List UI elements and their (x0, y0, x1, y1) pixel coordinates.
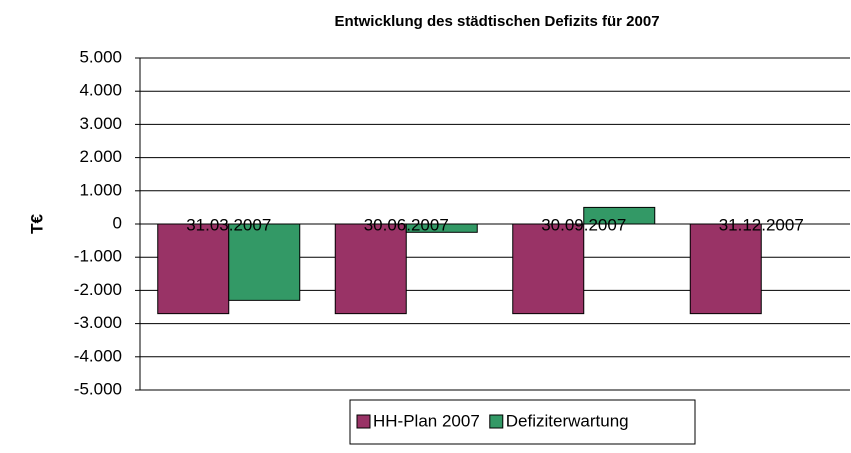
bar (157, 223, 230, 315)
legend-label: Defiziterwartung (506, 411, 629, 430)
bar (405, 223, 478, 233)
y-tick-label: -2.000 (74, 280, 122, 299)
y-tick-label: 4.000 (79, 81, 122, 100)
legend-swatch (489, 414, 504, 429)
x-tick-label: 31.12.2007 (719, 215, 804, 234)
chart-title: Entwicklung des städtischen Defizits für… (334, 13, 659, 30)
y-tick-label: -5.000 (74, 379, 122, 398)
y-tick-label: -3.000 (74, 313, 122, 332)
bar (228, 223, 301, 301)
legend-box (349, 399, 696, 445)
y-axis-title: T€ (27, 214, 46, 234)
bar (689, 223, 762, 315)
bar (583, 206, 656, 225)
legend-label: HH-Plan 2007 (373, 411, 480, 430)
y-tick-label: 2.000 (79, 147, 122, 166)
legend-swatch (356, 414, 371, 429)
x-tick-label: 30.09.2007 (541, 215, 626, 234)
y-tick-label: 1.000 (79, 180, 122, 199)
bar (512, 223, 585, 315)
y-tick-label: -4.000 (74, 346, 122, 365)
y-tick-label: 5.000 (79, 47, 122, 66)
bar (334, 223, 407, 315)
x-tick-label: 30.06.2007 (364, 215, 449, 234)
y-tick-label: 0 (113, 213, 122, 232)
x-tick-label: 31.03.2007 (186, 215, 271, 234)
y-tick-label: 3.000 (79, 114, 122, 133)
y-tick-label: -1.000 (74, 247, 122, 266)
